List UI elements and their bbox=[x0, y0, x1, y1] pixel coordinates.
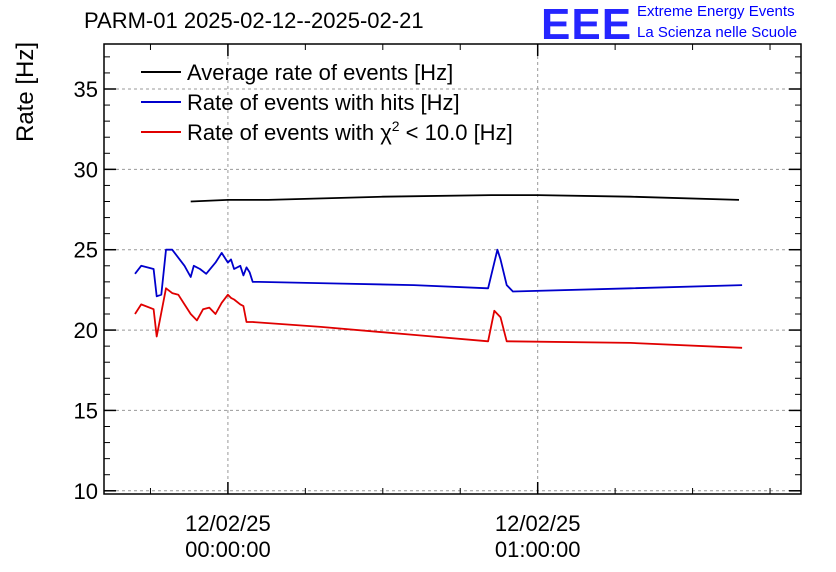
series-line-2 bbox=[134, 248, 743, 298]
plot-frame bbox=[103, 43, 802, 495]
x-tick-label-date: 12/02/25 bbox=[185, 511, 271, 536]
y-axis-label: Rate [Hz] bbox=[12, 41, 39, 142]
y-tick-label: 25 bbox=[74, 238, 98, 263]
y-tick-label: 20 bbox=[74, 318, 98, 343]
legend-label-2: Rate of events with hits [Hz] bbox=[187, 90, 460, 115]
org-name-line2: La Scienza nelle Scuole bbox=[637, 24, 798, 41]
grid-lines bbox=[104, 44, 801, 494]
x-tick-label-date: 12/02/25 bbox=[495, 511, 581, 536]
legend-label-3: Rate of events with χ2 < 10.0 [Hz] bbox=[187, 118, 513, 145]
y-tick-label: 15 bbox=[74, 398, 98, 423]
series-line-3 bbox=[134, 287, 743, 349]
chart-title: PARM-01 2025-02-12--2025-02-21 bbox=[84, 8, 424, 33]
y-tick-label: 30 bbox=[74, 157, 98, 182]
series-line-1 bbox=[190, 194, 740, 203]
x-tick-label-time: 00:00:00 bbox=[185, 537, 271, 562]
eee-logo: EEE bbox=[541, 0, 633, 49]
legend: Average rate of events [Hz] Rate of event… bbox=[141, 60, 513, 145]
y-tick-label: 10 bbox=[74, 479, 98, 504]
x-tick-label-time: 01:00:00 bbox=[495, 537, 581, 562]
legend-label-1: Average rate of events [Hz] bbox=[187, 60, 453, 85]
y-tick-label: 35 bbox=[74, 77, 98, 102]
org-name-line1: Extreme Energy Events bbox=[637, 3, 795, 20]
axis-ticks: 10152025303512/02/2500:00:0012/02/2501:0… bbox=[74, 44, 801, 562]
series-layer bbox=[134, 194, 743, 349]
